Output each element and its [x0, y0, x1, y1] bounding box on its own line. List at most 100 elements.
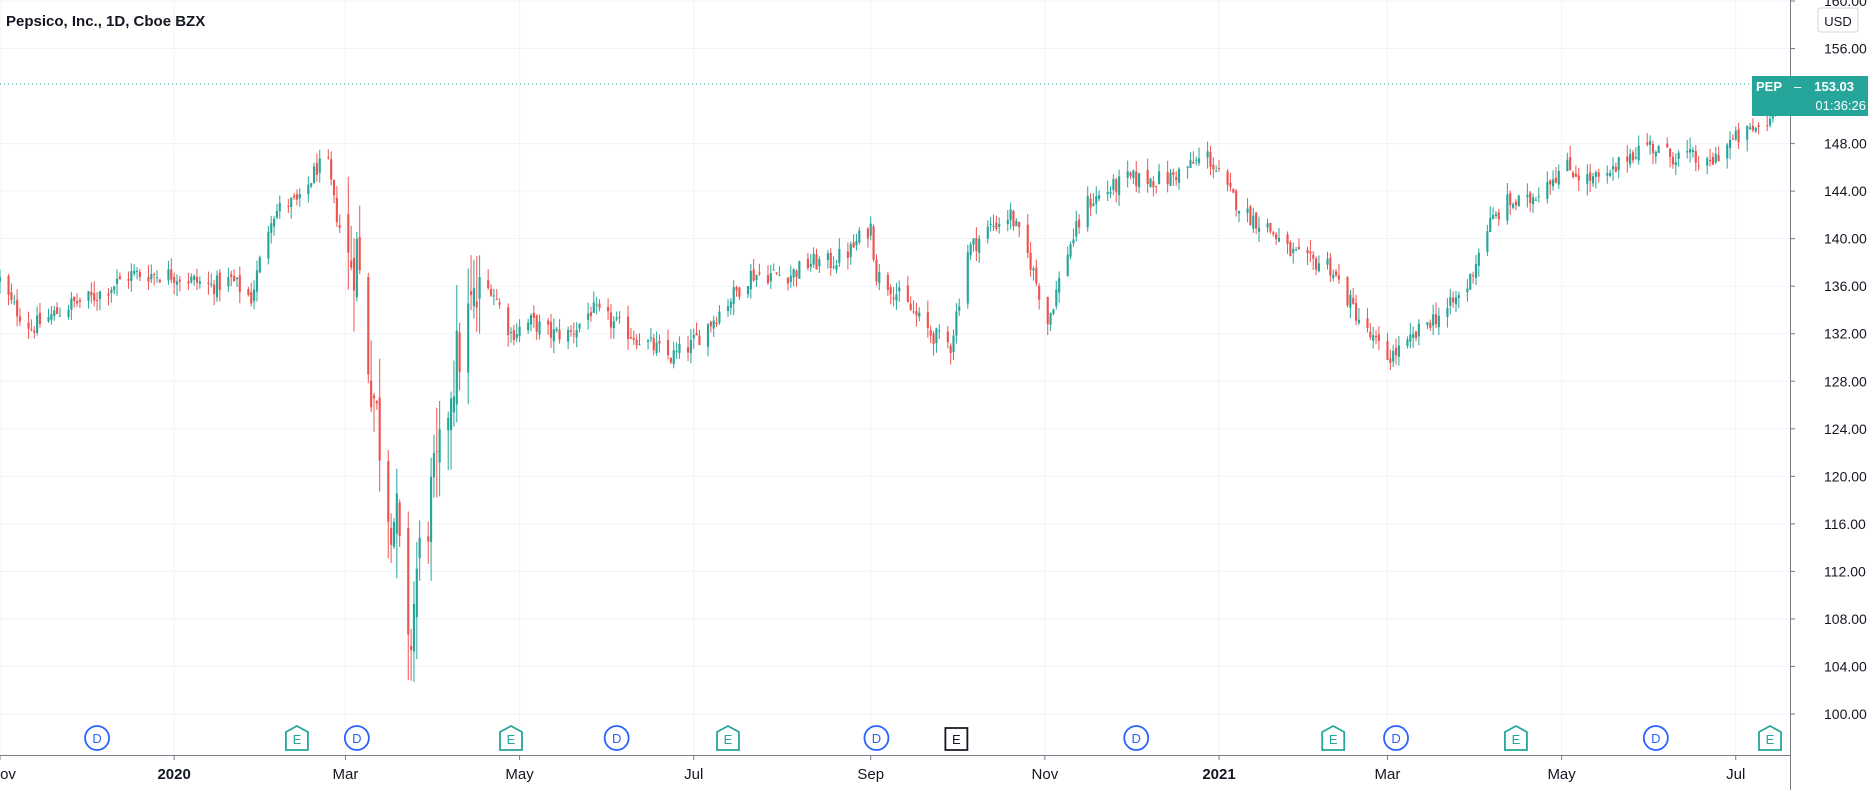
candle	[855, 233, 858, 251]
currency-badge[interactable]: USD	[1817, 7, 1859, 33]
candle	[367, 272, 370, 384]
candle	[1426, 321, 1429, 329]
price-scale[interactable]: 160.00 156.00 148.00 144.00 140.00 136.00 132.…	[1790, 0, 1867, 722]
dividend-marker[interactable]: D	[1383, 725, 1409, 751]
candle-body	[73, 296, 76, 302]
candle	[395, 468, 398, 579]
candle-body	[1649, 141, 1652, 145]
candle	[1058, 271, 1061, 303]
dividend-marker[interactable]: D	[1642, 725, 1669, 751]
candle	[193, 274, 196, 286]
dividend-marker[interactable]: D	[84, 725, 110, 751]
candle	[726, 299, 730, 317]
candle	[107, 288, 110, 306]
candle	[932, 331, 935, 356]
candle-body	[698, 335, 701, 345]
earnings-icon[interactable]	[499, 724, 523, 751]
candle-body	[93, 293, 96, 301]
candle	[1617, 156, 1620, 179]
earnings-icon[interactable]	[285, 724, 309, 751]
dividend-icon[interactable]	[84, 725, 110, 751]
candle	[407, 511, 410, 681]
candle	[1197, 147, 1201, 166]
candle-body	[1026, 224, 1029, 254]
dividend-icon[interactable]	[1123, 725, 1150, 751]
candle-body	[1146, 169, 1149, 184]
candle-body	[1189, 159, 1192, 169]
dividend-icon[interactable]	[1642, 725, 1669, 751]
dividend-icon[interactable]	[603, 725, 630, 751]
earnings-marker[interactable]: E	[1758, 724, 1782, 751]
dividend-icon[interactable]	[343, 725, 370, 751]
dividend-icon[interactable]	[1383, 725, 1409, 751]
candle	[1266, 218, 1269, 233]
candle	[298, 188, 301, 207]
candle-body	[27, 322, 30, 329]
candle	[1629, 148, 1632, 168]
candle-body	[295, 194, 298, 200]
candle	[1514, 199, 1518, 211]
earnings-icon[interactable]	[716, 724, 740, 751]
candle	[435, 407, 438, 498]
candle-body	[1711, 156, 1714, 165]
candle	[1132, 169, 1135, 185]
candle	[795, 269, 798, 287]
candle-body	[1671, 156, 1675, 165]
candle-body	[772, 269, 775, 271]
earnings-marker[interactable]: E	[1504, 724, 1528, 751]
earnings-marker[interactable]: E	[499, 724, 523, 751]
candle	[626, 305, 630, 350]
earnings-icon[interactable]	[1321, 724, 1346, 751]
candle-body	[929, 330, 932, 336]
candle-body	[7, 276, 10, 295]
candle	[575, 322, 578, 348]
candle	[567, 326, 570, 349]
candle-body	[318, 158, 321, 173]
candle-body	[1454, 297, 1458, 305]
candle-body	[127, 279, 130, 281]
candle	[478, 255, 481, 334]
earnings-icon[interactable]	[944, 727, 969, 751]
dividend-marker[interactable]: D	[863, 725, 890, 751]
dividend-icon[interactable]	[863, 725, 890, 751]
candle-body	[1437, 315, 1440, 328]
candle	[287, 198, 290, 214]
candle-body	[618, 316, 621, 318]
candle-body	[1317, 263, 1321, 272]
dividend-marker[interactable]: D	[1123, 725, 1150, 751]
candle-body	[235, 277, 239, 280]
dividend-marker[interactable]: D	[603, 725, 630, 751]
last-price-dash: –	[1794, 79, 1802, 94]
candle	[1691, 147, 1695, 158]
candle-body	[347, 214, 350, 253]
earnings-marker[interactable]: E	[285, 724, 309, 751]
earnings-icon[interactable]	[1758, 724, 1782, 751]
candle	[735, 285, 738, 297]
candle-body	[986, 226, 989, 239]
candle-body	[512, 330, 515, 341]
candle-body	[658, 340, 661, 344]
candle	[1634, 147, 1637, 160]
candle	[1649, 135, 1652, 155]
candle	[915, 302, 918, 327]
candle-body	[869, 223, 872, 236]
candle	[412, 581, 416, 683]
time-axis[interactable]: ov 2020 Mar May Jul Sep Nov 2021 Mar May Jul	[0, 755, 1745, 783]
candle	[1549, 179, 1552, 195]
earnings-marker[interactable]: E	[1321, 724, 1346, 751]
candle	[38, 303, 42, 328]
dividend-marker[interactable]: D	[343, 725, 370, 751]
candle-body	[555, 328, 558, 331]
earnings-icon[interactable]	[1504, 724, 1528, 751]
candle-body	[795, 270, 798, 278]
candle	[1046, 296, 1049, 336]
candle-body	[1195, 159, 1198, 161]
candle-body	[447, 417, 450, 431]
candle-body	[587, 313, 590, 321]
earnings-letter: E	[952, 732, 961, 747]
earnings-marker[interactable]: E	[944, 727, 969, 751]
earnings-marker[interactable]: E	[716, 724, 740, 751]
candle-body	[875, 259, 878, 282]
